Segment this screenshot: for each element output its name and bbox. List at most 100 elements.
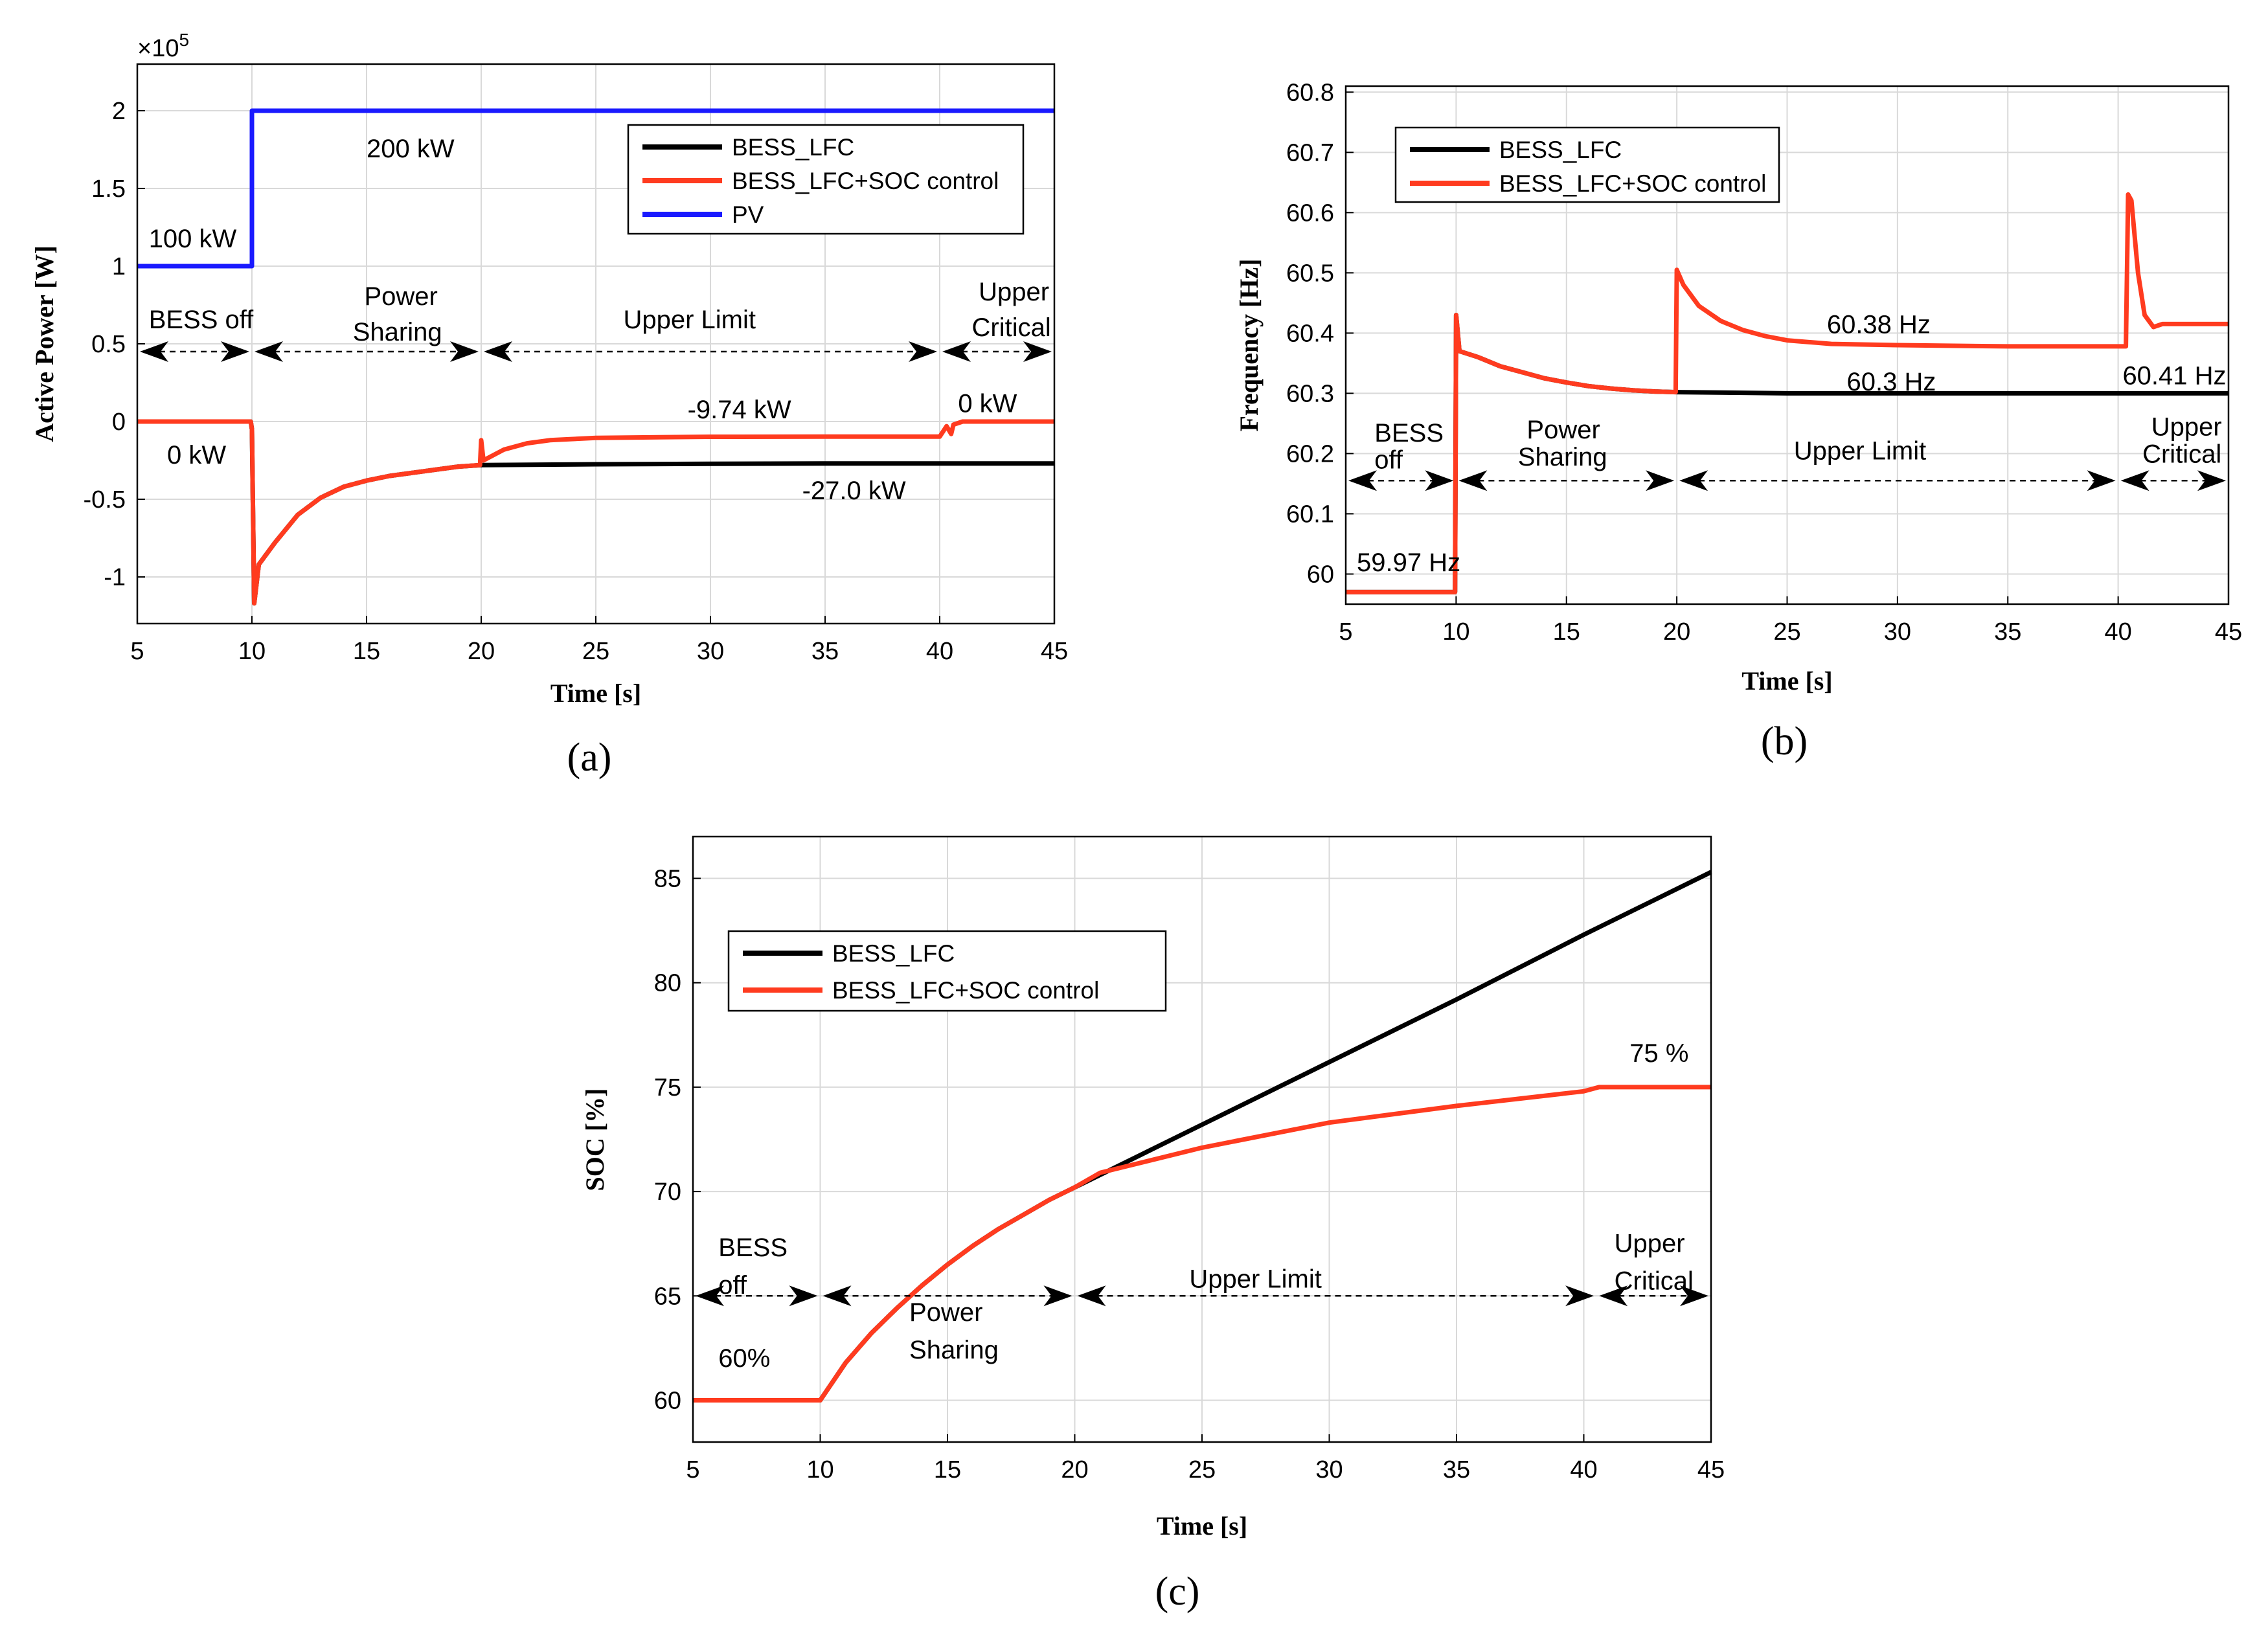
y-tick-label: -1 — [104, 564, 126, 591]
y-exponent-label: ×105 — [137, 30, 189, 62]
panel-caption: (b) — [1761, 719, 1808, 763]
annotation-label: BESS — [718, 1234, 788, 1262]
x-axis-label: Time [s] — [550, 679, 641, 708]
legend-box — [727, 930, 1167, 1012]
x-tick-label: 25 — [582, 638, 609, 665]
y-tick-label: 60.6 — [1286, 199, 1334, 227]
annotation-label: 59.97 Hz — [1357, 548, 1460, 577]
axes-frame — [692, 835, 1712, 1443]
annotation-label: Power — [1526, 416, 1600, 444]
region-arrow-head-right — [450, 341, 479, 362]
y-tick-label: 60.8 — [1286, 79, 1334, 106]
y-tick-label: 60.2 — [1286, 440, 1334, 468]
x-tick-label: 15 — [1553, 618, 1580, 646]
annotation-label: 0 kW — [958, 390, 1017, 418]
x-tick-label: 30 — [1884, 618, 1911, 646]
annotation-label: Power — [909, 1298, 982, 1327]
chart-b: 5 10 15 20 25 30 35 40 45 60 60.1 60.2 60.3 60.4 60.5 6… — [1234, 79, 2242, 763]
annotation-label: Sharing — [909, 1336, 999, 1364]
x-tick-label: 45 — [2215, 618, 2242, 646]
x-tick-label: 20 — [1663, 618, 1690, 646]
region-arrow-head-right — [2087, 470, 2116, 491]
x-tick-label: 25 — [1188, 1456, 1216, 1483]
annotation-label: Critical — [972, 313, 1051, 342]
legend-label: BESS_LFC — [832, 940, 955, 967]
y-tick-label: 60.4 — [1286, 320, 1334, 347]
annotation-label: 60.3 Hz — [1847, 368, 1936, 396]
region-arrow-head-left — [255, 341, 283, 362]
chart-c: 5 10 15 20 25 30 35 40 45 60 65 70 75 80 85 75 % 60% BESS… — [580, 835, 1725, 1614]
x-axis-label: Time [s] — [1741, 666, 1832, 695]
annotation-label: Upper Limit — [1794, 437, 1927, 466]
region-arrow-head-right — [1023, 341, 1052, 362]
annotation-label: Upper Limit — [1189, 1265, 1322, 1293]
y-tick-label: 60.7 — [1286, 139, 1334, 166]
series-line-pv — [137, 108, 1054, 269]
annotation-label: Upper — [1615, 1230, 1685, 1258]
y-axis-label: Active Power [W] — [30, 245, 59, 442]
x-tick-label: 30 — [1315, 1456, 1343, 1483]
series-line-bess-lfc-soc-control — [137, 419, 1054, 606]
y-tick-label: 1.5 — [91, 175, 126, 203]
panel-caption: (c) — [1155, 1570, 1200, 1614]
annotation-label: 200 kW — [367, 135, 455, 163]
x-tick-label: 35 — [811, 638, 839, 665]
annotation-label: 0 kW — [167, 441, 226, 469]
region-arrow-head-right — [1425, 470, 1454, 491]
panel-caption: (a) — [567, 736, 612, 780]
x-tick-label: 35 — [1443, 1456, 1470, 1483]
x-tick-label: 30 — [697, 638, 724, 665]
annotation-label: BESS — [1374, 419, 1444, 447]
y-tick-label: 2 — [112, 98, 126, 125]
annotation-label: Sharing — [353, 318, 442, 346]
x-tick-label: 20 — [1061, 1456, 1088, 1483]
annotation-label: 60.41 Hz — [2122, 361, 2226, 390]
x-tick-label: 45 — [1697, 1456, 1725, 1483]
region-arrow-head-left — [1599, 1285, 1628, 1307]
legend-label: BESS_LFC+SOC control — [832, 977, 1099, 1004]
region-arrow-head-right — [789, 1285, 818, 1307]
annotation-label: -9.74 kW — [688, 396, 791, 424]
y-tick-label: 70 — [654, 1178, 681, 1206]
region-arrow-head-left — [822, 1285, 852, 1307]
y-tick-label: 1 — [112, 253, 126, 280]
y-tick-label: 60 — [1307, 561, 1334, 588]
legend-label: BESS_LFC+SOC control — [1499, 170, 1766, 197]
x-tick-label: 5 — [130, 638, 144, 665]
x-tick-label: 35 — [1994, 618, 2021, 646]
y-tick-label: 0 — [112, 409, 126, 436]
y-tick-label: 85 — [654, 865, 681, 892]
legend-label: BESS_LFC — [732, 134, 854, 161]
axes-frame — [136, 63, 1056, 625]
region-arrow-head-right — [1565, 1285, 1594, 1307]
x-tick-label: 10 — [806, 1456, 833, 1483]
annotation-label: 60% — [718, 1344, 770, 1373]
x-tick-label: 40 — [2104, 618, 2131, 646]
x-tick-label: 40 — [1570, 1456, 1597, 1483]
region-arrow-head-left — [1348, 470, 1377, 491]
region-arrow-head-left — [1458, 470, 1488, 491]
y-tick-label: 65 — [654, 1283, 681, 1310]
y-exponent-base: ×10 — [137, 35, 179, 62]
region-arrow-head-left — [942, 341, 971, 362]
region-arrow-head-right — [1043, 1285, 1072, 1307]
series-line-bess-lfc-soc-control — [693, 1085, 1711, 1403]
x-tick-label: 20 — [468, 638, 495, 665]
annotation-label: 100 kW — [149, 225, 237, 253]
region-arrow-head-left — [140, 341, 168, 362]
series-line-bess-lfc-soc-control — [1346, 192, 2228, 594]
y-tick-label: 60.3 — [1286, 380, 1334, 407]
region-arrow-head-right — [1680, 1285, 1708, 1307]
x-tick-label: 25 — [1773, 618, 1800, 646]
region-arrow-head-left — [696, 1285, 724, 1307]
legend-label: BESS_LFC+SOC control — [732, 168, 999, 194]
x-tick-label: 10 — [238, 638, 266, 665]
region-arrow-head-left — [1077, 1285, 1106, 1307]
region-arrow-head-right — [2197, 470, 2226, 491]
annotation-label: Upper Limit — [623, 306, 756, 334]
x-axis-label: Time [s] — [1157, 1511, 1247, 1540]
x-tick-label: 5 — [686, 1456, 699, 1483]
annotation-label: Upper — [2151, 413, 2222, 442]
legend-box — [1394, 126, 1780, 203]
